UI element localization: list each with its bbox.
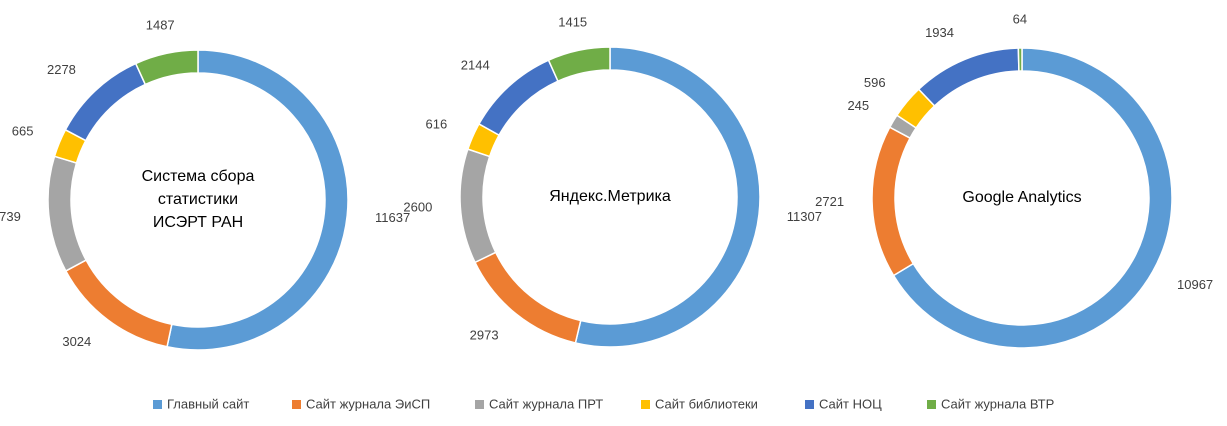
legend-swatch <box>475 400 484 409</box>
legend-label: Сайт журнала ВТР <box>941 396 1054 411</box>
legend-label: Сайт НОЦ <box>819 396 882 411</box>
legend-swatch <box>292 400 301 409</box>
data-label: 1934 <box>925 25 954 40</box>
data-label: 2973 <box>470 327 499 342</box>
doughnut-segment <box>47 155 88 272</box>
doughnut-segment <box>477 59 559 137</box>
data-label: 596 <box>864 75 886 90</box>
center-title: Google Analytics <box>962 189 1081 206</box>
data-label: 245 <box>847 98 869 113</box>
legend-label: Сайт журнала ПРТ <box>489 396 603 411</box>
data-label: 665 <box>12 124 34 139</box>
doughnut-segment <box>892 47 1173 349</box>
data-label: 1415 <box>558 14 587 29</box>
legend-swatch <box>641 400 650 409</box>
data-label: 2600 <box>403 200 432 215</box>
center-title: статистики <box>158 191 238 208</box>
legend-swatch <box>927 400 936 409</box>
doughnut-segment <box>64 62 147 142</box>
data-label: 616 <box>426 116 448 131</box>
data-label: 64 <box>1013 11 1027 26</box>
data-label: 2721 <box>815 194 844 209</box>
legend-label: Сайт библиотеки <box>655 396 758 411</box>
data-label: 3024 <box>62 334 91 349</box>
center-title: Яндекс.Метрика <box>549 188 671 205</box>
doughnut-segment <box>134 49 199 86</box>
data-label: 2739 <box>0 209 21 224</box>
legend-label: Главный сайт <box>167 396 249 411</box>
doughnut-segment <box>871 126 915 277</box>
data-label: 11307 <box>787 209 822 224</box>
doughnut-segment <box>917 47 1020 107</box>
data-label: 10967 <box>1177 277 1213 292</box>
data-label: 2144 <box>461 57 490 72</box>
data-label: 11637 <box>375 210 410 225</box>
legend-swatch <box>805 400 814 409</box>
doughnut-segment <box>1017 47 1023 72</box>
legend-label: Сайт журнала ЭиСП <box>306 396 430 411</box>
center-title: ИСЭРТ РАН <box>153 214 243 231</box>
legend-swatch <box>153 400 162 409</box>
doughnut-segment <box>459 148 497 264</box>
center-title: Система сбора <box>142 168 255 185</box>
data-label: 2278 <box>47 62 76 77</box>
doughnut-segment <box>547 46 611 83</box>
data-label: 1487 <box>146 17 175 32</box>
